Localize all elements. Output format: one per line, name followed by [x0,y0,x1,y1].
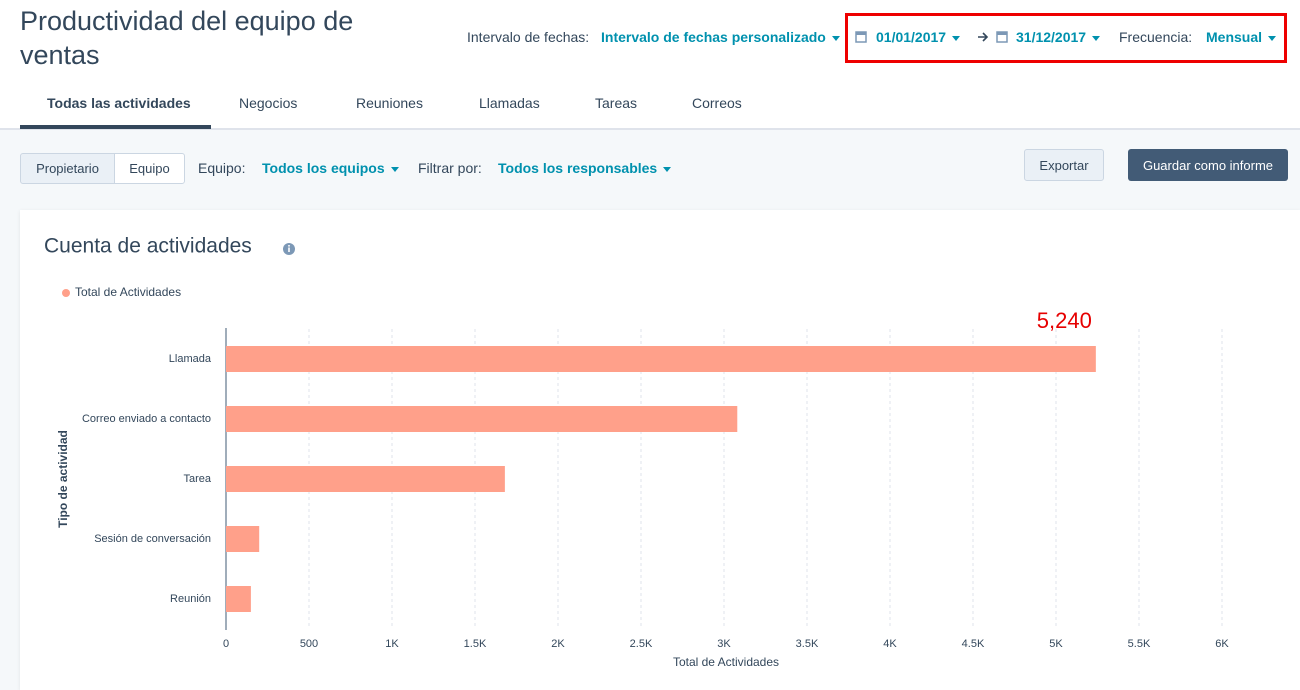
x-tick-label: 5K [1049,638,1063,650]
caret [390,166,399,172]
date-range-label: Intervalo de fechas: [467,29,590,45]
team-label: Equipo: [198,160,246,176]
save-report-button[interactable]: Guardar como informe [1128,149,1288,181]
x-tick-label: 1.5K [464,638,487,650]
date-range-value: Intervalo de fechas personalizado [601,29,826,45]
y-axis-title: Tipo de actividad [56,430,70,528]
caret [663,166,672,172]
frequency-label: Frecuencia: [1119,29,1193,45]
toggle-team[interactable]: Equipo [114,153,185,184]
start-date-value: 01/01/2017 [876,29,947,45]
highlight-box [845,13,1287,63]
header [0,0,1300,130]
y-tick-label: Correo enviado a contacto [82,413,211,425]
tab[interactable]: Correos [692,95,742,111]
caret [952,35,961,41]
y-tick-label: Reunión [170,593,211,605]
x-tick-label: 2.5K [630,638,653,650]
bar [226,346,1096,372]
page-title: Productividad del equipo de ventas [20,6,354,70]
toggle-owner[interactable]: Propietario [20,153,115,184]
frequency-value: Mensual [1206,29,1263,45]
x-tick-label: 2K [551,638,565,650]
y-tick-label: Llamada [169,353,212,365]
end-date[interactable]: 31/12/2017 [1016,29,1101,45]
x-tick-label: 3K [717,638,731,650]
tab[interactable]: Llamadas [479,95,540,111]
x-tick-label: 6K [1215,638,1229,650]
start-date[interactable]: 01/01/2017 [876,29,961,45]
tab[interactable]: Negocios [239,95,298,111]
x-tick-label: 3.5K [796,638,819,650]
chart-title: Cuenta de actividades [44,235,252,258]
x-tick-label: 1K [385,638,399,650]
bar [226,586,251,612]
caret [831,35,840,41]
tab[interactable]: Todas las actividades [47,95,191,111]
y-tick-label: Tarea [183,473,211,485]
x-tick-label: 0 [223,638,229,650]
caret [1092,35,1101,41]
calendar-icon [855,31,867,43]
filter-value: Todos los responsables [498,160,658,176]
x-tick-label: 500 [300,638,318,650]
tab[interactable]: Reuniones [356,95,423,111]
team-select[interactable]: Todos los equipos [262,160,399,176]
y-tick-label: Sesión de conversación [94,533,211,545]
bar [226,406,738,432]
caret [1268,35,1277,41]
legend-marker [62,289,70,297]
filter-select[interactable]: Todos los responsables [498,160,672,176]
legend-label: Total de Actividades [75,285,181,299]
date-range-select[interactable]: Intervalo de fechas personalizado [601,29,840,45]
x-tick-label: 5.5K [1128,638,1151,650]
x-axis-title: Total de Actividades [673,655,779,669]
tab[interactable]: Tareas [595,95,638,111]
filter-label: Filtrar por: [418,160,482,176]
info-icon [283,243,295,255]
export-button[interactable]: Exportar [1024,149,1104,181]
calendar-icon [996,31,1008,43]
x-tick-label: 4.5K [962,638,985,650]
team-value: Todos los equipos [262,160,385,176]
bar [226,466,505,492]
end-date-value: 31/12/2017 [1016,29,1087,45]
data-label: 5,240 [1037,308,1092,333]
x-tick-label: 4K [883,638,897,650]
arrow-icon [978,32,989,42]
frequency-select[interactable]: Mensual [1206,29,1277,45]
bar [226,526,260,552]
active-tab-indicator [20,125,211,129]
tabs-divider [0,128,1300,130]
